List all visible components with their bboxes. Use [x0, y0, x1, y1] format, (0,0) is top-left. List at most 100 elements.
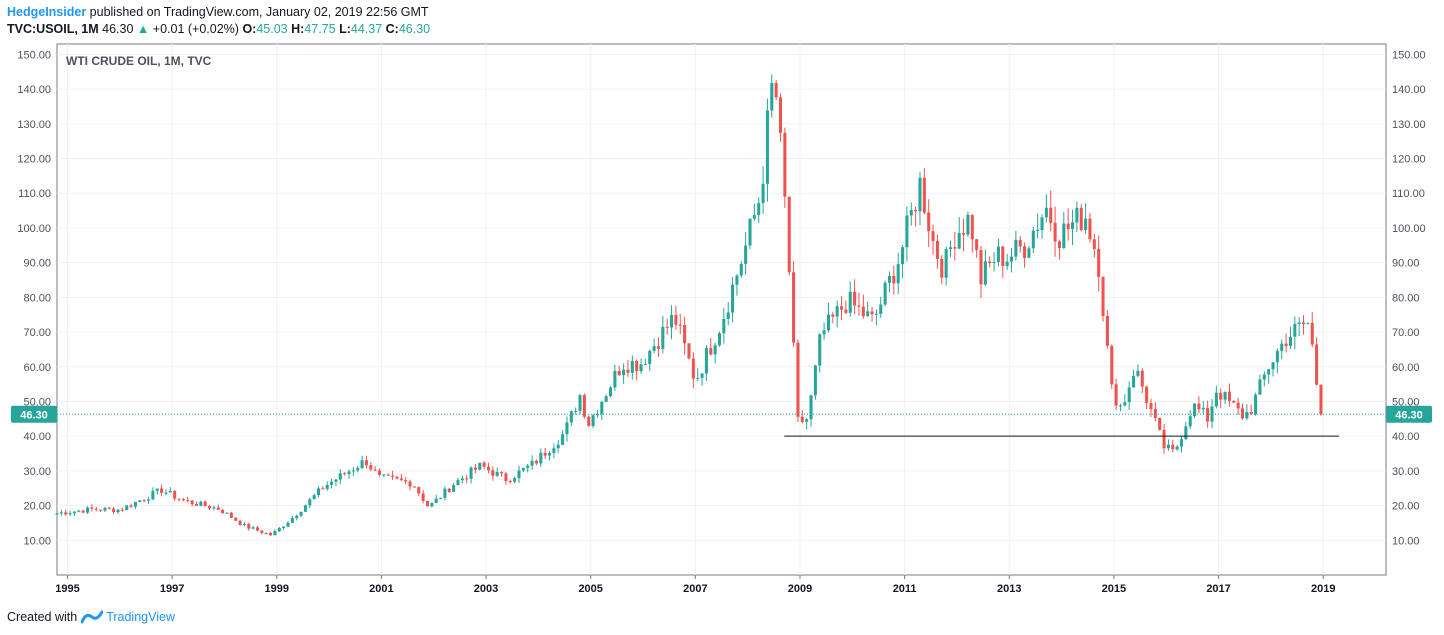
author-link[interactable]: HedgeInsider [7, 5, 87, 19]
candle [609, 385, 613, 398]
candle-body [818, 334, 822, 366]
candle-body [975, 239, 979, 251]
candle [212, 505, 216, 511]
candle-body [160, 488, 164, 493]
candle [948, 240, 953, 257]
candle-body [68, 513, 72, 515]
candle-body [948, 247, 953, 250]
candle-body [116, 509, 120, 513]
candle [922, 168, 926, 215]
candle-body [1101, 276, 1105, 317]
candle [295, 514, 299, 521]
candle [1184, 421, 1188, 441]
candle [539, 448, 543, 467]
candle [408, 479, 412, 491]
candle [726, 301, 730, 326]
candle [787, 196, 791, 276]
candle-body [874, 313, 878, 315]
candle [731, 277, 735, 323]
candle [665, 318, 669, 335]
candle-body [299, 511, 303, 516]
candle [983, 249, 987, 286]
candle-body [709, 348, 713, 355]
candle [796, 339, 800, 422]
candle-body [142, 500, 146, 502]
candle-body [242, 523, 246, 525]
candle [879, 296, 883, 318]
candle [1288, 326, 1292, 350]
high-value: 47.75 [304, 22, 336, 36]
candle-body [1009, 256, 1014, 262]
candle-body [221, 509, 225, 514]
candle [229, 511, 233, 519]
candle-body [735, 275, 739, 285]
candle-body [534, 460, 538, 464]
candle [1188, 410, 1192, 430]
candle-body [1245, 412, 1249, 419]
candle [561, 429, 565, 446]
candle [138, 500, 142, 503]
candle [1210, 398, 1214, 429]
chart-frame [56, 43, 1387, 576]
candle [534, 459, 538, 466]
candle-body [112, 508, 116, 513]
candle-body [526, 465, 530, 468]
candle-body [691, 358, 695, 379]
candle-body [1175, 446, 1179, 450]
candle-body [879, 304, 883, 314]
candle-body [465, 478, 469, 480]
candle-body [787, 196, 791, 273]
candle [622, 363, 626, 384]
open-label: O: [242, 22, 257, 36]
price-label-right: 46.30 [1386, 405, 1432, 423]
candle-body [203, 501, 207, 507]
candle-body [809, 395, 813, 420]
candle [199, 500, 203, 507]
candle [962, 218, 966, 252]
candle-body [1018, 239, 1022, 247]
candle [678, 313, 682, 335]
candle-body [1031, 230, 1035, 249]
tradingview-brand[interactable]: TradingView [106, 610, 175, 624]
candle [173, 489, 177, 502]
candle [373, 466, 377, 472]
candle-body [234, 517, 238, 521]
candle-body [1049, 207, 1053, 223]
candle-body [456, 480, 460, 486]
candle [896, 252, 900, 295]
candle [1036, 213, 1040, 239]
candle-body [85, 507, 90, 513]
y-tick-label-left: 70.00 [23, 327, 51, 339]
candle [334, 479, 338, 487]
candle [177, 498, 181, 502]
candle [709, 338, 713, 356]
candle [321, 486, 325, 490]
candle [1179, 436, 1184, 453]
candle [1009, 247, 1014, 273]
candle [1118, 403, 1122, 412]
candle [857, 292, 861, 316]
candle [234, 516, 238, 522]
candle [160, 484, 164, 497]
candle-body [927, 212, 931, 232]
candle-body [508, 481, 512, 483]
candle [909, 202, 913, 226]
candle-body [391, 475, 395, 477]
candle [147, 496, 151, 505]
candle [696, 368, 700, 382]
candle [77, 509, 81, 513]
candle-body [792, 272, 796, 343]
candle-body [1319, 384, 1323, 415]
candle [713, 342, 717, 364]
candle-body [1249, 412, 1253, 415]
y-tick-label-left: 50.00 [23, 396, 51, 408]
candle-body [469, 467, 473, 479]
candle-body [765, 110, 769, 184]
candle-body [500, 472, 504, 474]
y-tick-label-left: 130.00 [17, 119, 51, 131]
candle [1044, 194, 1048, 223]
candle [308, 497, 312, 509]
candle [1031, 226, 1035, 253]
candle-body [1088, 218, 1092, 240]
